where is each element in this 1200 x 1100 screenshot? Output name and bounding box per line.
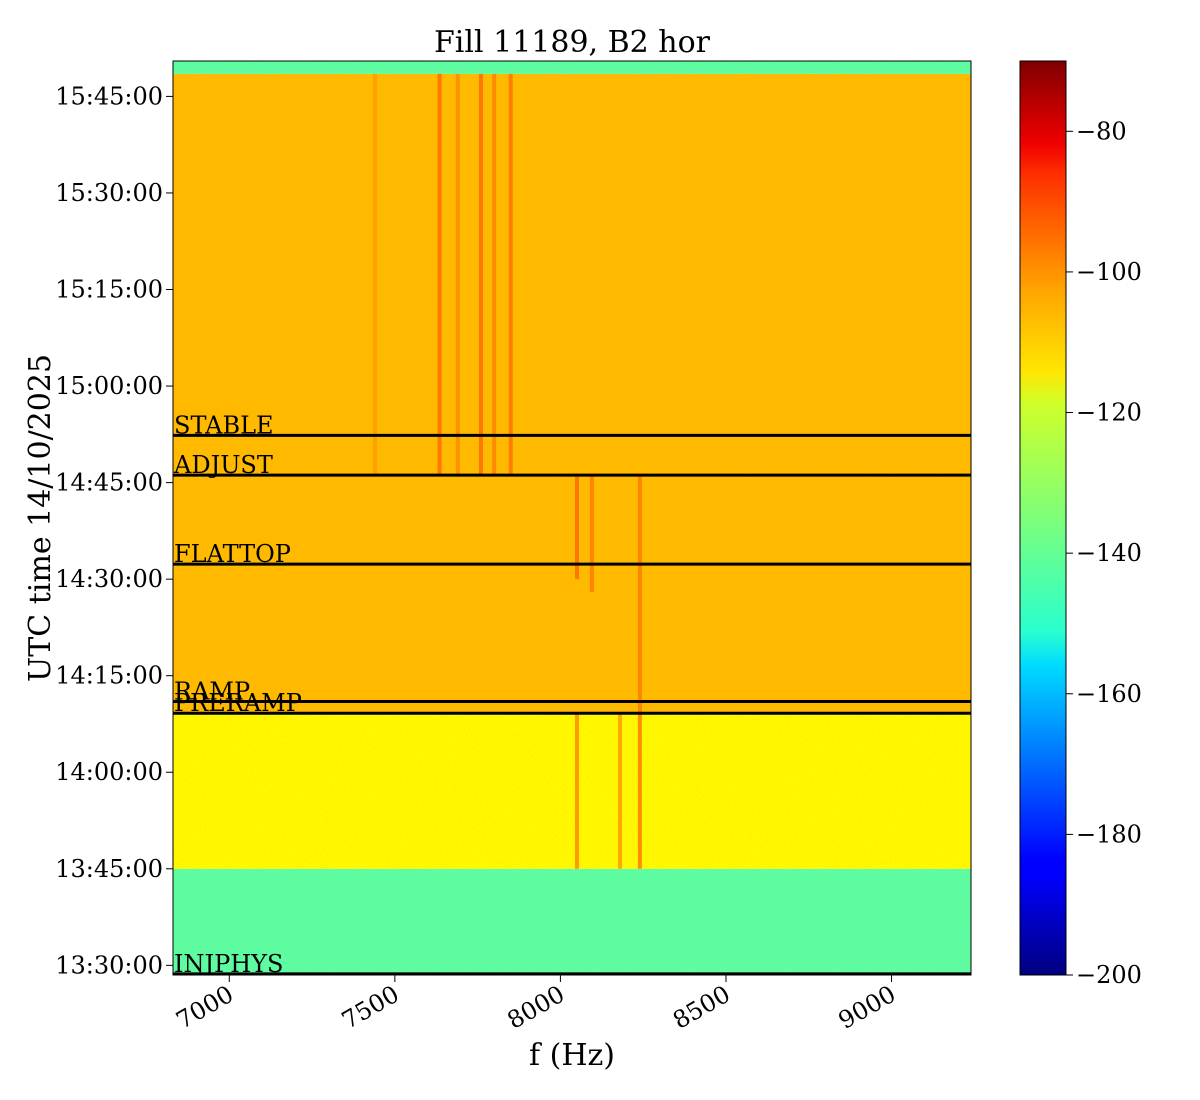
- colorbar-tick-label-2: −120: [1076, 399, 1142, 427]
- y-tick-label-1: 13:45:00: [55, 855, 163, 883]
- colorbar-tick-label-5: −180: [1076, 820, 1142, 848]
- noise-texture: [173, 61, 971, 975]
- y-tick-label-8: 15:30:00: [55, 179, 163, 207]
- beam-mode-label-stable: STABLE: [174, 411, 274, 439]
- y-axis: 13:30:00 13:45:00 14:00:00 14:15:00 14:30:00…: [55, 82, 173, 979]
- x-tick-label-3: 8500: [668, 980, 735, 1035]
- colorbar-tick-label-4: −160: [1076, 680, 1142, 708]
- beam-mode-label-injphys: INJPHYS: [174, 950, 283, 978]
- y-tick-label-0: 13:30:00: [55, 951, 163, 979]
- colorbar-tick-label-6: −200: [1076, 961, 1142, 989]
- plot-frame: [172, 60, 972, 976]
- colorbar-ticks: −80 −100 −120 −140 −160 −180 −200: [1066, 117, 1142, 989]
- y-tick-label-3: 14:15:00: [55, 662, 163, 690]
- colorbar-tick-label-3: −140: [1076, 539, 1142, 567]
- colorbar: −80 −100 −120 −140 −160 −180 −200: [1019, 60, 1142, 989]
- colorbar-tick-label-0: −80: [1076, 117, 1127, 145]
- x-tick-label-4: 9000: [834, 980, 901, 1035]
- beam-mode-label-flattop: FLATTOP: [174, 540, 291, 568]
- x-tick-label-2: 8000: [503, 980, 570, 1035]
- colorbar-gradient: [1019, 60, 1067, 976]
- y-tick-label-4: 14:30:00: [55, 565, 163, 593]
- y-tick-label-7: 15:15:00: [55, 276, 163, 304]
- beam-mode-label-preramp: PRERAMP: [174, 689, 302, 717]
- y-tick-label-9: 15:45:00: [55, 82, 163, 110]
- x-tick-label-1: 7500: [337, 980, 404, 1035]
- beam-mode-label-adjust: ADJUST: [173, 451, 273, 479]
- x-axis-label: f (Hz): [529, 1038, 615, 1073]
- spectral-lines: [372, 73, 642, 869]
- x-tick-label-0: 7000: [171, 980, 238, 1035]
- colorbar-tick-label-1: −100: [1076, 258, 1142, 286]
- y-tick-label-2: 14:00:00: [55, 758, 163, 786]
- y-tick-label-6: 15:00:00: [55, 372, 163, 400]
- beam-mode-label-ramp: RAMP: [174, 677, 250, 705]
- x-axis: 7000 7500 8000 8500 9000: [171, 975, 901, 1035]
- y-axis-label: UTC time 14/10/2025: [23, 354, 58, 682]
- chart-title: Fill 11189, B2 hor: [434, 25, 711, 60]
- y-tick-label-5: 14:45:00: [55, 469, 163, 497]
